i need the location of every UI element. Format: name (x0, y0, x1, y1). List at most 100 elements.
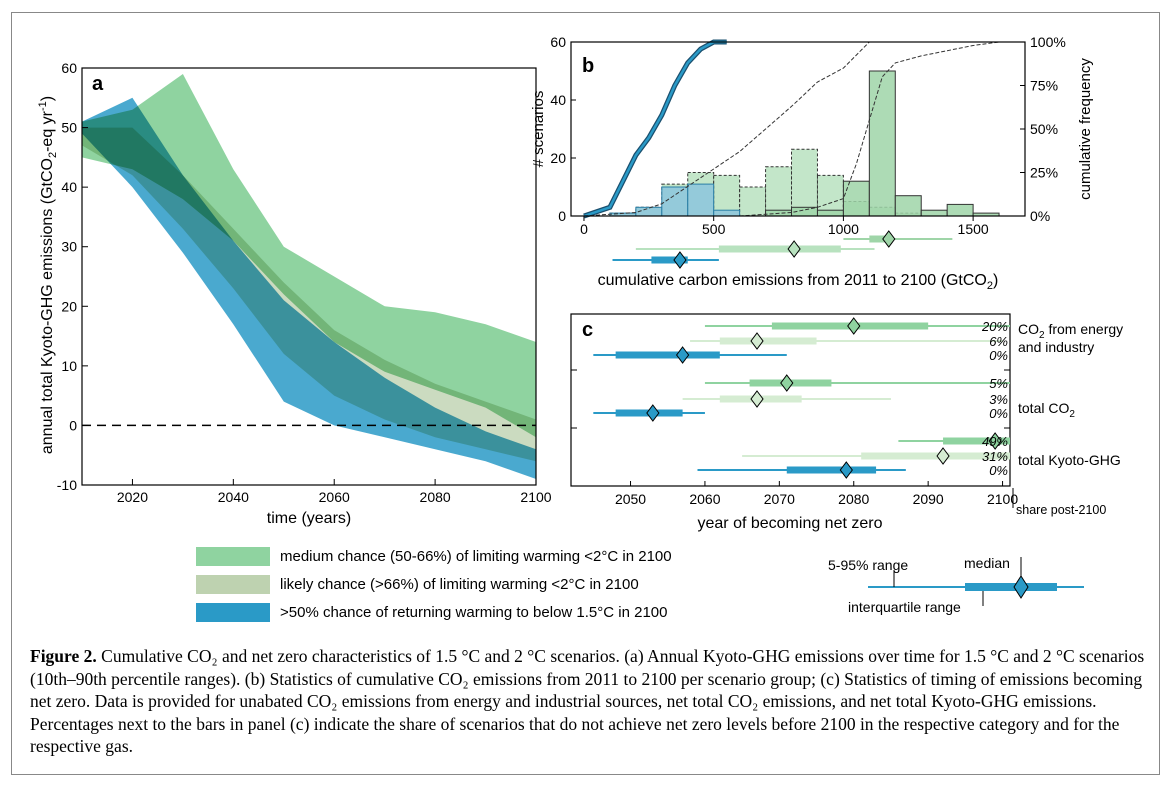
group-label-0: CO2 from energy (1018, 321, 1123, 341)
share-value-2-0: 49% (982, 434, 1008, 449)
x-tick-label-2040: 2040 (218, 489, 249, 505)
share-value-0-0: 20% (981, 319, 1008, 334)
panel-c-xlabel: year of becoming net zero (698, 515, 883, 532)
summary-iqr-1 (718, 245, 841, 253)
y-tick-label-30: 30 (61, 239, 77, 255)
net-zero-median-1-2 (646, 404, 660, 422)
legend-label-likely: likely chance (>66%) of limiting warming… (280, 576, 639, 593)
b-x-tick-label-0: 0 (580, 221, 588, 237)
panel-b-label: b (582, 55, 594, 77)
hist-bar-0-3 (687, 183, 715, 217)
b-y-tick-label-40: 40 (550, 92, 566, 108)
key-median-label: median (964, 555, 1010, 571)
b-y2-tick-label-0: 0% (1030, 208, 1050, 224)
caption-figure-number: Figure 2. (30, 646, 97, 666)
c-x-tick-label-2100: 2100 (987, 491, 1018, 507)
c-x-tick-label-2080: 2080 (838, 491, 869, 507)
key-iqr-label: interquartile range (848, 599, 961, 615)
net-zero-iqr-2-0 (943, 437, 1010, 445)
c-x-tick-label-2090: 2090 (913, 491, 944, 507)
x-tick-label-2060: 2060 (319, 489, 350, 505)
x-tick-label-2080: 2080 (420, 489, 451, 505)
b-y-tick-label-60: 60 (550, 34, 566, 50)
y-tick-label-0: 0 (69, 417, 77, 433)
legend-swatch-likely (196, 575, 270, 594)
net-zero-iqr-0-2 (615, 351, 720, 359)
net-zero-median-0-1 (750, 332, 764, 350)
summary-iqr-2 (651, 256, 688, 264)
group-label-2: total Kyoto-GHG (1018, 452, 1121, 468)
y-tick-label-40: 40 (61, 179, 77, 195)
y-tick-label-50: 50 (61, 120, 77, 136)
caption-text: Cumulative CO₂ and net zero characterist… (30, 646, 1145, 756)
legend-label-medium: medium chance (50-66%) of limiting warmi… (280, 548, 672, 565)
area-band-2 (82, 97, 536, 480)
x-tick-label-2020: 2020 (117, 489, 148, 505)
net-zero-median-2-0 (988, 432, 1002, 450)
net-zero-iqr-0-1 (719, 337, 817, 345)
c-x-tick-label-2050: 2050 (615, 491, 646, 507)
figure-frame (11, 12, 1160, 775)
cumulative-outline-1 (583, 41, 896, 217)
share-value-1-2: 0% (989, 406, 1008, 421)
area-band-0 (82, 74, 536, 438)
share-value-0-1: 6% (989, 334, 1008, 349)
hist-bar-1-5 (739, 186, 767, 217)
cumulative-outline-2 (739, 41, 1025, 217)
net-zero-median-2-1 (936, 447, 950, 465)
panel-c-key: 5-95% range median interquartile range (828, 555, 1084, 615)
net-zero-median-1-1 (750, 390, 764, 408)
group-label-line2-0: and industry (1018, 339, 1094, 355)
b-y2-tick-label-4: 100% (1030, 34, 1066, 50)
summary-median-2 (673, 251, 687, 269)
legend-label-below15: >50% chance of returning warming to belo… (280, 604, 668, 621)
share-post-2100-label: share post-2100 (1016, 503, 1106, 517)
c-x-tick-label-2060: 2060 (689, 491, 720, 507)
cumulative-line-0 (583, 40, 727, 218)
share-value-2-2: 0% (989, 463, 1008, 478)
key-iqr-bar (965, 583, 1057, 591)
b-y-tick-label-0: 0 (558, 208, 566, 224)
b-y-tick-label-20: 20 (550, 150, 566, 166)
panel-b-xlabel: cumulative carbon emissions from 2011 to… (598, 272, 999, 292)
figure-caption: Figure 2. Cumulative CO₂ and net zero ch… (30, 645, 1145, 758)
summary-iqr-0 (869, 235, 893, 243)
net-zero-median-0-0 (847, 317, 861, 335)
b-x-tick-label-500: 500 (702, 221, 726, 237)
net-zero-iqr-2-2 (786, 466, 877, 474)
key-range-label: 5-95% range (828, 557, 908, 573)
panel-b-ylabel-left: # scenarios (530, 91, 547, 168)
y-tick-label--10: -10 (57, 477, 77, 493)
legend-swatch-medium (196, 547, 270, 566)
b-y2-tick-label-3: 75% (1030, 78, 1058, 94)
panel-c-frame (570, 313, 1011, 487)
y-tick-label-60: 60 (61, 60, 77, 76)
legend-item-below15: >50% chance of returning warming to belo… (196, 603, 667, 622)
panel-c-label: c (582, 319, 593, 341)
x-tick-label-2100: 2100 (520, 489, 551, 505)
key-median-marker (1013, 575, 1029, 599)
summary-median-0 (882, 230, 896, 248)
share-value-0-2: 0% (989, 348, 1008, 363)
b-x-tick-label-1000: 1000 (828, 221, 859, 237)
net-zero-iqr-2-1 (861, 452, 1010, 460)
panel-a-frame (81, 67, 537, 486)
net-zero-median-0-2 (675, 346, 690, 364)
net-zero-median-1-0 (780, 374, 794, 392)
b-y2-tick-label-1: 25% (1030, 165, 1058, 181)
hist-bar-1-6 (765, 166, 793, 217)
share-value-1-1: 3% (989, 392, 1008, 407)
panel-a-xlabel: time (years) (267, 510, 351, 527)
hist-bar-1-8 (816, 174, 844, 217)
panel-b-ylabel-right: cumulative frequency (1077, 58, 1094, 200)
share-value-2-1: 31% (982, 449, 1008, 464)
hist-bar-2-4 (868, 70, 896, 217)
summary-median-1 (787, 240, 801, 258)
share-value-1-0: 5% (989, 376, 1008, 391)
y-tick-label-10: 10 (61, 358, 77, 374)
b-y2-tick-label-2: 50% (1030, 121, 1058, 137)
group-label-1: total CO2 (1018, 400, 1075, 420)
b-x-tick-label-1500: 1500 (958, 221, 989, 237)
